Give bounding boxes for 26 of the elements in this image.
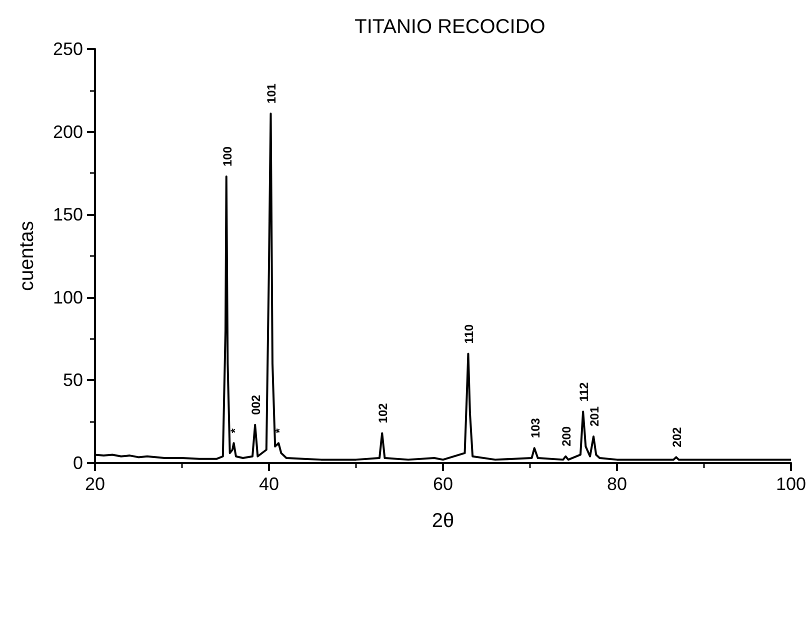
- x-tick-label: 100: [776, 474, 806, 494]
- annotation: 102: [376, 402, 390, 424]
- x-axis-title: 2θ: [432, 510, 454, 532]
- annotation: 103: [528, 418, 542, 438]
- annotation: 200: [560, 426, 574, 446]
- annotation: 002: [249, 394, 264, 415]
- annotation: *: [228, 428, 242, 434]
- x-tick-label: 80: [606, 474, 628, 494]
- chart-title: TITANIO RECOCIDO: [354, 16, 546, 38]
- y-axis-title: cuentas: [16, 220, 38, 292]
- x-tick-label: 60: [432, 474, 454, 494]
- y-tick-label: 0: [72, 453, 83, 473]
- annotation: 112: [577, 382, 592, 402]
- annotation: 100: [220, 146, 234, 167]
- y-tick-label: 150: [52, 204, 83, 225]
- y-tick-label: 200: [52, 122, 83, 142]
- annotation: 110: [462, 324, 476, 344]
- annotation: *: [272, 428, 287, 434]
- x-tick-label: 20: [84, 474, 106, 494]
- y-tick-label: 100: [52, 287, 83, 308]
- annotation: 202: [670, 426, 684, 448]
- annotation: 101: [264, 83, 279, 104]
- annotation: 201: [588, 406, 602, 427]
- y-tick-label: 250: [52, 39, 83, 59]
- x-tick-label: 40: [258, 474, 280, 494]
- y-tick-label: 50: [62, 370, 83, 390]
